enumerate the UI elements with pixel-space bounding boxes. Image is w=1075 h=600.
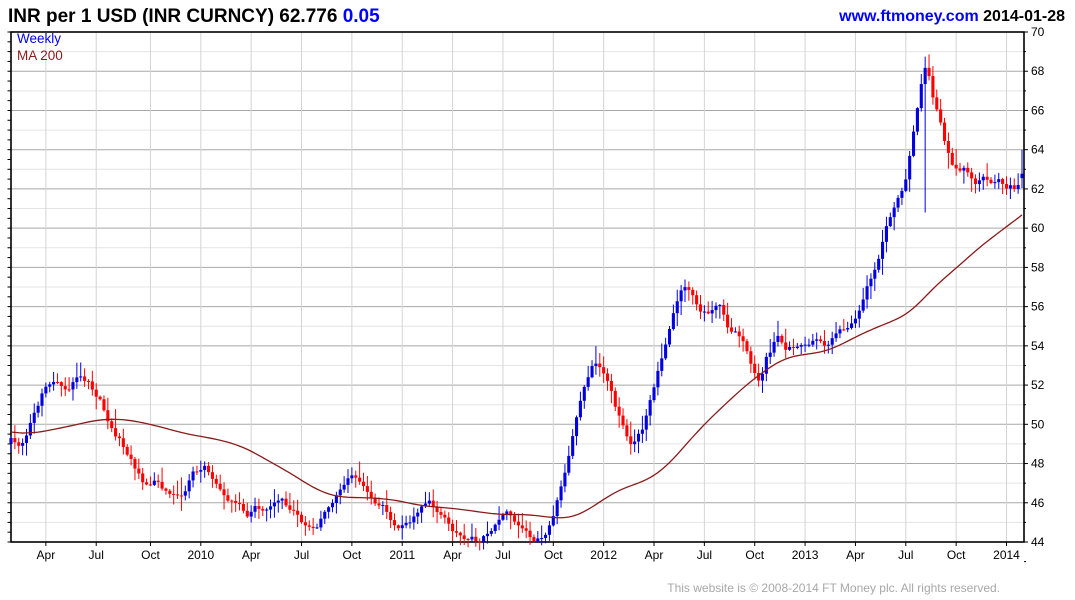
svg-text:Apr: Apr [846,548,865,562]
svg-text:62: 62 [1031,182,1045,196]
svg-text:2013: 2013 [792,548,819,562]
svg-text:Oct: Oct [141,548,160,562]
svg-text:Jul: Jul [294,548,309,562]
svg-text:Apr: Apr [645,548,664,562]
svg-text:Jul: Jul [898,548,913,562]
svg-text:48: 48 [1031,457,1045,471]
svg-text:Jul: Jul [697,548,712,562]
svg-text:Apr: Apr [37,548,56,562]
svg-text:Apr: Apr [443,548,462,562]
svg-text:58: 58 [1031,260,1045,274]
svg-text:Apr: Apr [242,548,261,562]
svg-text:2011: 2011 [389,548,415,562]
svg-text:Oct: Oct [947,548,966,562]
svg-text:52: 52 [1031,378,1045,392]
svg-text:Jul: Jul [495,548,510,562]
svg-text:64: 64 [1031,143,1045,157]
svg-text:Jul: Jul [89,548,104,562]
svg-text:2010: 2010 [187,548,214,562]
svg-text:Weekly: Weekly [17,31,61,46]
svg-text:66: 66 [1031,103,1045,117]
svg-text:Oct: Oct [343,548,362,562]
svg-text:Oct: Oct [745,548,764,562]
svg-text:2014: 2014 [993,548,1020,562]
svg-text:70: 70 [1031,25,1045,39]
svg-text:50: 50 [1031,417,1045,431]
svg-text:MA 200: MA 200 [17,48,63,63]
svg-text:54: 54 [1031,339,1045,353]
svg-text:68: 68 [1031,64,1045,78]
svg-text:60: 60 [1031,221,1045,235]
svg-text:44: 44 [1031,535,1045,549]
svg-text:2012: 2012 [590,548,617,562]
svg-text:Oct: Oct [544,548,563,562]
svg-text:56: 56 [1031,300,1045,314]
svg-text:46: 46 [1031,496,1045,510]
